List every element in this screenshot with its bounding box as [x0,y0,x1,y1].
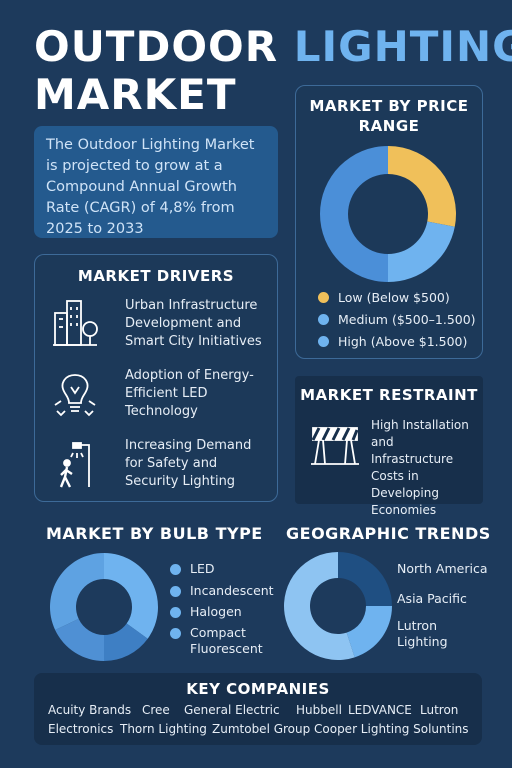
legend-swatch [318,292,329,303]
geo-label-north-america: North America [397,561,488,576]
legend-item-incandescent: Incandescent [170,583,274,599]
donut-slice-lutron-lighting [284,552,355,660]
bulb-type-title: MARKET BY BULB TYPE [46,524,263,543]
donut-slice-high-above-1-500 [320,146,388,282]
driver-item: Urban Infrastructure Development and Sma… [35,297,279,353]
title-word-outdoor: OUTDOOR [34,22,279,71]
driver-item: Adoption of Energy-Efficient LED Technol… [35,367,279,423]
bulb-type-donut-chart [50,553,158,661]
led-bulb-icon [54,374,96,417]
legend-item-halogen: Halogen [170,604,242,620]
legend-label: High (Above $1.500) [338,334,468,349]
market-restraint-panel: MARKET RESTRAINT High Installation and I… [295,376,483,517]
city-buildings-icon [53,300,98,346]
legend-swatch [318,336,329,347]
legend-label: Incandescent [190,583,274,598]
price-range-donut-chart [320,146,456,282]
intro-callout: The Outdoor Lighting Market is projected… [34,126,278,238]
driver-text: Urban Infrastructure Development and Sma… [125,298,262,349]
donut-slice-north-america [338,552,392,606]
company-name: Acuity Brands [48,703,132,717]
market-restraint-text: High Installation and Infrastructure Cos… [371,418,469,517]
donut-slice-asia-pacific [346,606,392,658]
geo-label-lutron-lighting: Lutron Lighting [397,618,448,649]
driver-text: Adoption of Energy-Efficient LED Technol… [125,368,254,419]
geographic-trends-title: GEOGRAPHIC TRENDS [286,524,491,543]
legend-swatch [170,564,181,575]
donut-slice-compact-fluorescent [50,553,104,630]
company-name: Electronics [48,722,114,736]
company-name: Zumtobel Group [212,722,311,736]
legend-item-high: High (Above $1.500) [318,334,467,349]
legend-item-medium: Medium ($500–1.500) [318,312,476,327]
legend-label: Medium ($500–1.500) [338,312,476,327]
company-name: Hubbell [296,703,342,717]
legend-label: LED [190,561,215,576]
price-range-panel: MARKET BY PRICE RANGE Low (Below $500) M… [295,85,483,359]
legend-label: Low (Below $500) [338,290,450,305]
donut-slice-low-below-500 [388,146,456,227]
legend-swatch [318,314,329,325]
donut-slice-led [104,553,158,639]
market-restraint-title: MARKET RESTRAINT [300,386,478,404]
key-companies-title: KEY COMPANIES [186,680,330,698]
market-drivers-title: MARKET DRIVERS [77,267,235,285]
driver-item: Increasing Demand for Safety and Securit… [35,437,279,493]
company-name: Thorn Lighting [120,722,207,736]
company-name: General Electric [184,703,280,717]
page-title: OUTDOOR LIGHTING [34,22,512,72]
donut-slice-halogen [55,618,104,661]
geographic-trends-donut-chart [284,552,392,660]
road-barrier-icon [311,427,359,465]
page-title-line2: MARKET [34,70,237,119]
legend-swatch [170,628,181,639]
company-name: LEDVANCE [348,703,412,717]
title-word-lighting: LIGHTING [293,22,512,71]
donut-slice-medium-500-1-500 [388,221,455,282]
key-companies-panel: KEY COMPANIES Acuity Brands Cree General… [34,673,482,745]
legend-item-low: Low (Below $500) [318,290,450,305]
market-drivers-panel: MARKET DRIVERS Urban Infrastructure Deve… [34,254,278,502]
legend-swatch [170,607,181,618]
legend-item-led: LED [170,561,215,577]
price-range-title: MARKET BY PRICE RANGE [309,97,469,135]
company-name: Cooper Lighting Soluntins [314,722,469,736]
geo-label-asia-pacific: Asia Pacific [397,591,467,606]
legend-item-compact-fluorescent: Compact Fluorescent [170,625,270,657]
legend-swatch [170,586,181,597]
legend-label: Halogen [190,604,242,619]
driver-text: Increasing Demand for Safety and Securit… [125,438,252,489]
company-name: Lutron [420,703,459,717]
company-name: Cree [142,703,170,717]
street-light-pedestrian-icon [59,442,90,488]
legend-label: Compact Fluorescent [190,625,263,656]
donut-slice-incandescent [104,623,148,661]
